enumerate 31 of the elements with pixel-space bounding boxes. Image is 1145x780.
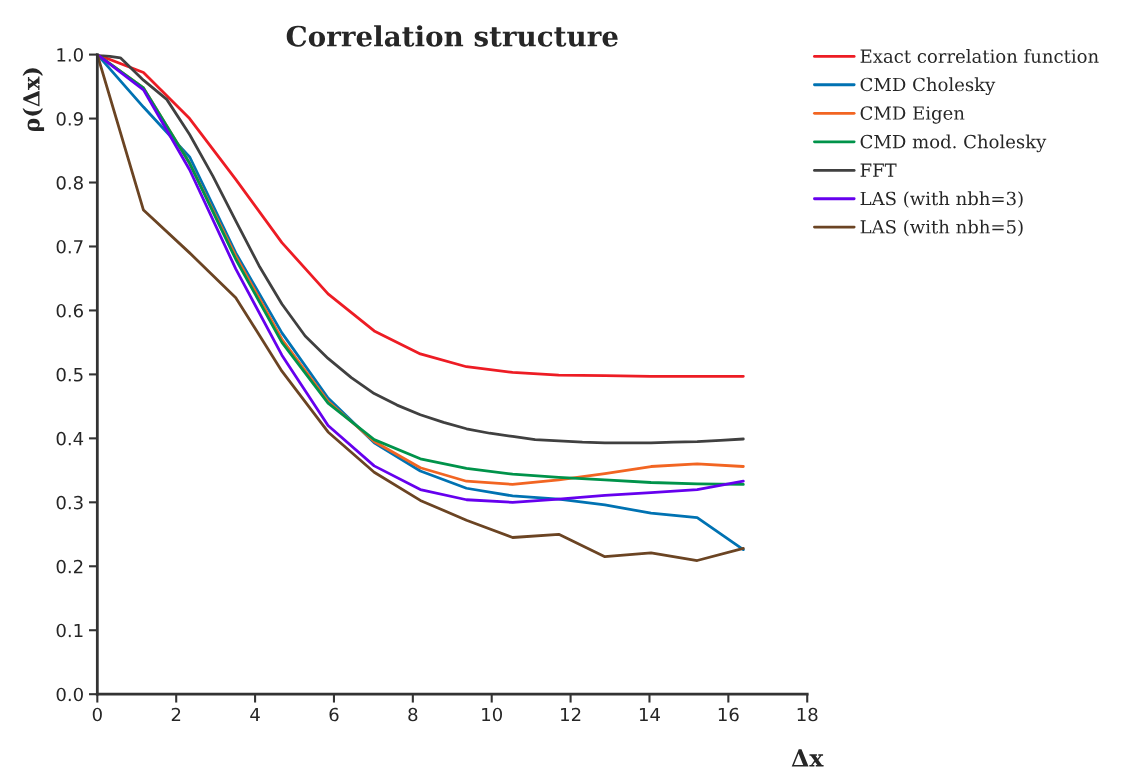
x-tick-label: 2 (171, 707, 181, 722)
x-axis-title: Δx (791, 749, 824, 767)
y-tick-label: 0.5 (56, 367, 83, 382)
y-tick-label: 1.0 (57, 48, 83, 62)
x-tick-label: 8 (408, 707, 418, 722)
y-tick-label: 0.7 (56, 239, 83, 254)
x-tick-label: 10 (482, 707, 502, 722)
x-tick-label: 6 (329, 707, 339, 722)
y-tick-label: 0.9 (56, 112, 83, 126)
y-tick-label: 0.1 (56, 623, 83, 638)
y-tick-label: 0.4 (56, 431, 84, 446)
x-tick-label: 12 (561, 707, 581, 722)
x-tick-label: 16 (718, 707, 739, 722)
legend-label: CMD Cholesky (860, 77, 996, 96)
x-tick-label: 0 (92, 707, 102, 722)
y-axis-title: ρ(Δx) (22, 68, 45, 132)
legend-label: CMD Eigen (860, 106, 965, 124)
legend-label: LAS (with nbh=5) (860, 219, 1023, 237)
y-tick-label: 0.3 (56, 495, 83, 510)
x-tick-label: 14 (639, 707, 660, 722)
legend-label: CMD mod. Cholesky (860, 134, 1047, 153)
legend-label: FFT (860, 163, 897, 177)
y-tick-label: 0.2 (56, 559, 83, 574)
legend-label: LAS (with nbh=3) (860, 191, 1023, 208)
x-tick-label: 18 (797, 707, 818, 722)
chart-title: Correlation structure (286, 25, 618, 47)
y-tick-label: 0.6 (56, 303, 83, 318)
legend-label: Exact correlation function (860, 49, 1099, 64)
y-tick-label: 0.0 (56, 687, 83, 702)
x-tick-label: 4 (250, 707, 260, 722)
y-tick-label: 0.8 (56, 175, 83, 190)
